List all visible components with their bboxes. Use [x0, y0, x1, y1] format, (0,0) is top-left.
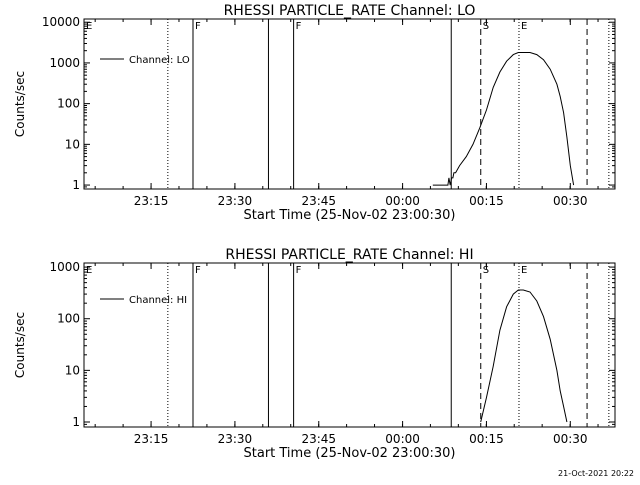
panel2-event-marker: E	[86, 265, 92, 276]
panel1-event-marker: F	[195, 21, 201, 32]
panel1-event-marker: S	[483, 21, 489, 32]
panel1-legend-label: Channel: LO	[129, 55, 190, 66]
panel1-axes-frame	[83, 18, 616, 190]
panel1-x-tick-label: 23:30	[218, 194, 253, 208]
panel2-x-tick-label: 00:15	[469, 432, 504, 446]
panel1-chart-title: RHESSI PARTICLE_RATE Channel: LO	[224, 3, 476, 19]
panel2-x-axis-label: Start Time (25-Nov-02 23:00:30)	[244, 446, 456, 461]
panel2-x-tick-label: 23:30	[218, 432, 253, 446]
panel1-x-axis-label: Start Time (25-Nov-02 23:00:30)	[244, 208, 456, 223]
panel1-y-tick-label: 10000	[42, 15, 80, 29]
panel1-x-tick-label: 00:00	[385, 194, 420, 208]
panel1-y-tick-label: 1	[72, 178, 80, 192]
panel2-x-tick-label: 00:30	[553, 432, 588, 446]
panel2-event-marker: F	[195, 265, 201, 276]
panel1-y-tick-label: 100	[57, 97, 80, 111]
panel2-event-marker: E	[521, 265, 527, 276]
panel1-event-marker: F	[296, 21, 302, 32]
panel2-x-tick-label: 23:15	[134, 432, 169, 446]
panel1-y-tick-label: 1000	[49, 56, 80, 70]
panel1-x-tick-label: 23:15	[134, 194, 169, 208]
panel2-series-line	[480, 289, 568, 423]
panel2-x-tick-label: 23:45	[301, 432, 336, 446]
timestamp-stamp: 21-Oct-2021 20:22	[558, 469, 634, 478]
panel2-axes-frame	[83, 262, 616, 428]
panel2-x-tick-label: 00:00	[385, 432, 420, 446]
panel1-event-marker: E	[86, 21, 92, 32]
panel2-event-marker: F	[296, 265, 302, 276]
panel1-series-line	[432, 52, 575, 186]
panel2-y-tick-label: 100	[57, 312, 80, 326]
panel1-x-tick-label: 00:15	[469, 194, 504, 208]
panel2-y-tick-label: 1000	[49, 260, 80, 274]
panel2-event-marker: S	[483, 265, 489, 276]
panel1-y-tick-label: 10	[65, 137, 80, 151]
panel2-y-tick-label: 1	[72, 415, 80, 429]
panel1-y-axis-label: Counts/sec	[13, 71, 27, 137]
panel2-y-axis-label: Counts/sec	[13, 312, 27, 378]
panel2-chart-title: RHESSI PARTICLE_RATE Channel: HI	[225, 247, 473, 263]
panel1-x-tick-label: 00:30	[553, 194, 588, 208]
panel2-legend-label: Channel: HI	[129, 295, 187, 306]
panel1-event-marker: E	[521, 21, 527, 32]
panel1-x-tick-label: 23:45	[301, 194, 336, 208]
panel2-y-tick-label: 10	[65, 363, 80, 377]
